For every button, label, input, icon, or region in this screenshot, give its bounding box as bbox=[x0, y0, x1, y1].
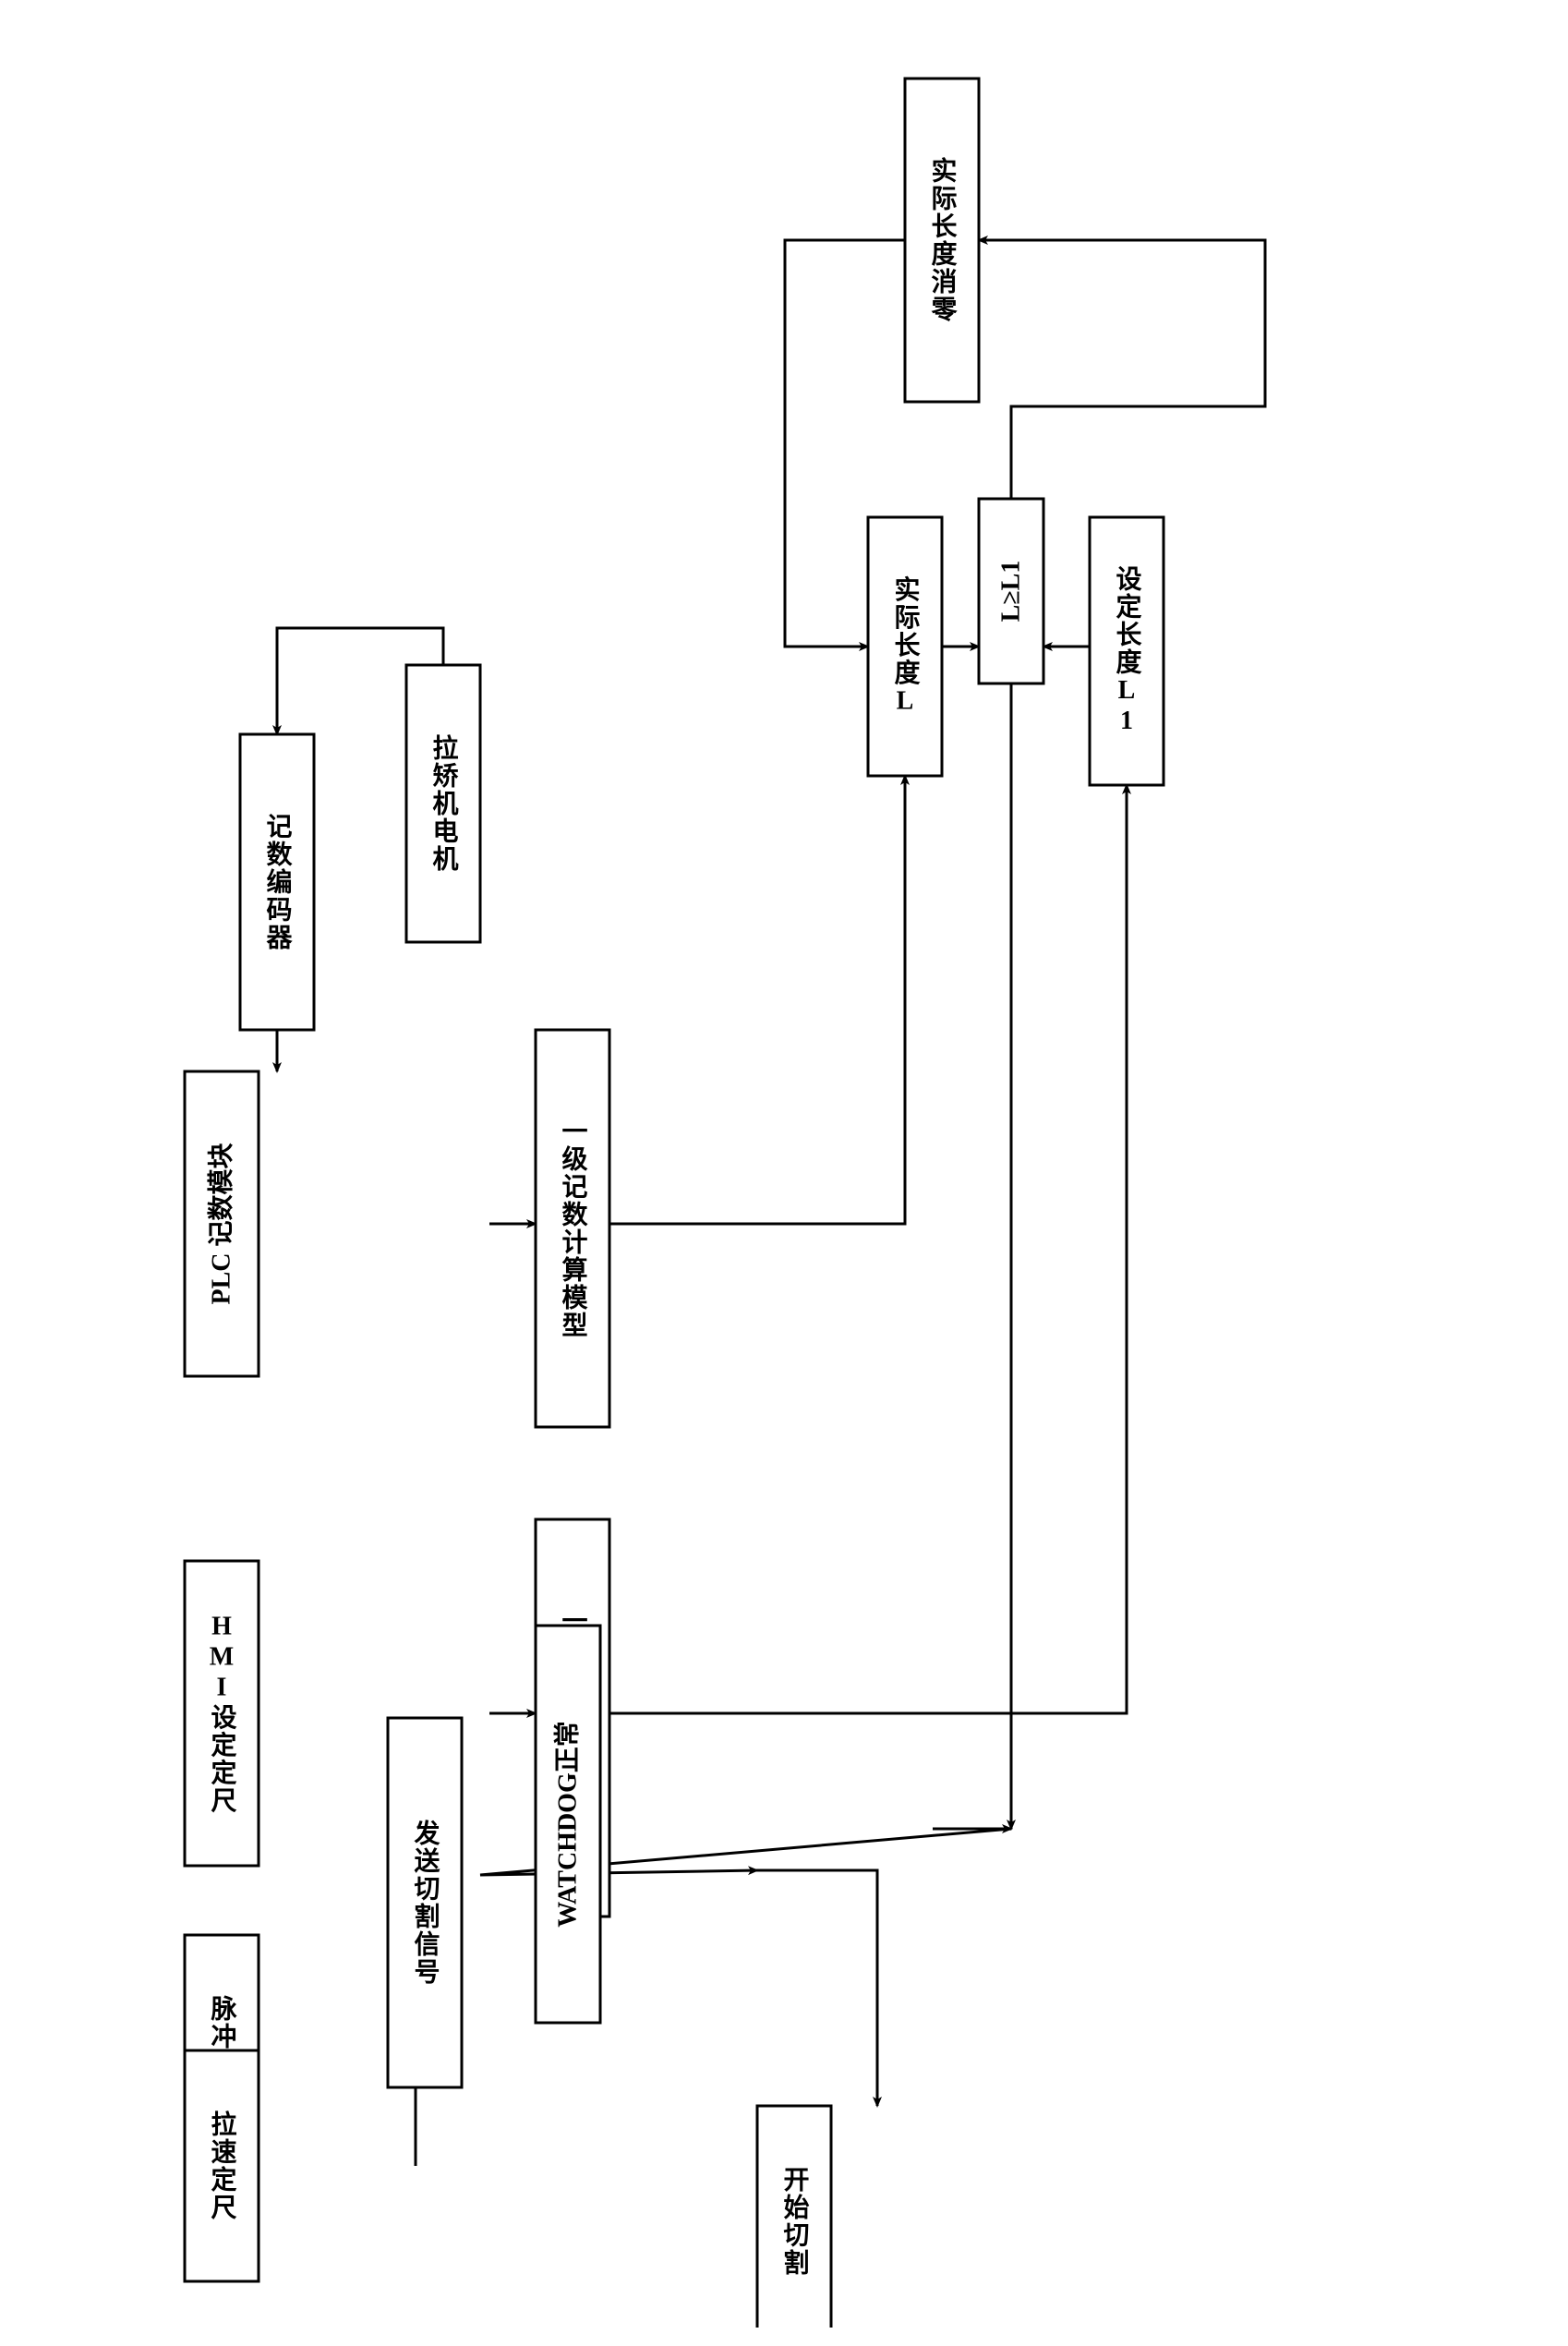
node-length_l1-label: 设定长度L1 bbox=[1113, 565, 1142, 737]
edge-send_cut-start_cut bbox=[757, 1870, 877, 2106]
node-reset-label: 实际长度消零 bbox=[928, 156, 958, 323]
node-encoder: 记数编码器 bbox=[240, 734, 314, 1030]
node-plc: PLC 记数模块 bbox=[185, 1071, 259, 1376]
node-encoder-label: 记数编码器 bbox=[263, 813, 294, 951]
node-length_l-label: 实际长度L bbox=[891, 574, 921, 717]
node-compare-label: L≥L1 bbox=[997, 561, 1026, 623]
node-start_cut-label: 开始切割 bbox=[780, 2166, 810, 2277]
node-compare: L≥L1 bbox=[979, 499, 1043, 683]
edge-calc2-length_l1 bbox=[609, 785, 1127, 1713]
node-hmi: HMI设定定尺 bbox=[185, 1561, 259, 1866]
edge-compare-reset bbox=[979, 240, 1265, 499]
node-send_cut: 发送切割信号 bbox=[388, 1718, 462, 2087]
node-motor: 拉矫机电机 bbox=[406, 665, 480, 942]
node-speed-label: 拉速定尺 bbox=[208, 2110, 237, 2221]
node-calc1: 一级记数计算模型 bbox=[536, 1030, 609, 1427]
node-motor-label: 拉矫机电机 bbox=[429, 733, 459, 873]
edge-calc1-length_l bbox=[609, 776, 905, 1224]
node-start_cut: 开始切割 bbox=[757, 2106, 831, 2328]
node-watchdog-label: WATCHDOG正常 bbox=[553, 1721, 583, 1928]
node-length_l1: 设定长度L1 bbox=[1090, 517, 1164, 785]
node-calc1-label: 一级记数计算模型 bbox=[559, 1118, 588, 1339]
node-reset: 实际长度消零 bbox=[905, 79, 979, 402]
node-watchdog: WATCHDOG正常 bbox=[536, 1626, 600, 2023]
node-speed: 拉速定尺 bbox=[185, 2050, 259, 2281]
node-send_cut-label: 发送切割信号 bbox=[411, 1819, 441, 1986]
node-plc-label: PLC 记数模块 bbox=[207, 1143, 236, 1304]
node-length_l: 实际长度L bbox=[868, 517, 942, 776]
